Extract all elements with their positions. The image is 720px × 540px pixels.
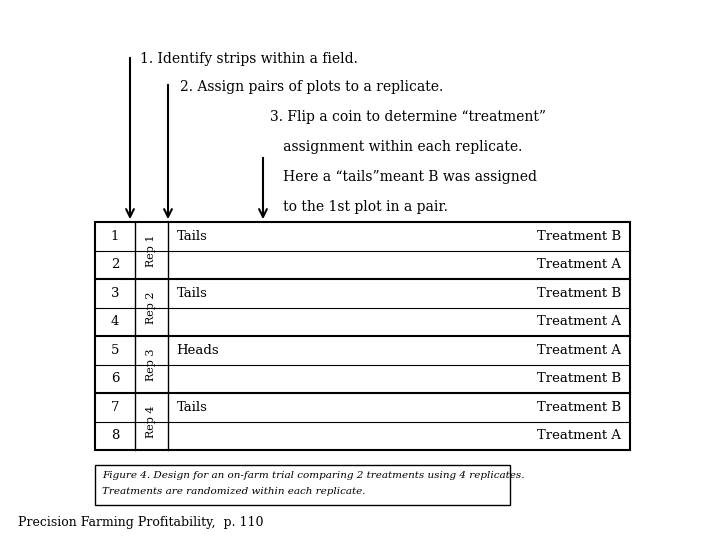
Text: Tails: Tails <box>176 287 207 300</box>
Text: Figure 4. Design for an on-farm trial comparing 2 treatments using 4 replicates.: Figure 4. Design for an on-farm trial co… <box>102 471 525 480</box>
Text: Rep 2: Rep 2 <box>146 291 156 324</box>
Text: 6: 6 <box>111 372 120 385</box>
Text: 4: 4 <box>111 315 120 328</box>
Text: Treatment B: Treatment B <box>537 287 621 300</box>
Text: Treatment A: Treatment A <box>537 429 621 442</box>
Text: Tails: Tails <box>176 401 207 414</box>
Text: Rep 3: Rep 3 <box>146 348 156 381</box>
Text: to the 1st plot in a pair.: to the 1st plot in a pair. <box>270 200 448 214</box>
Text: 1. Identify strips within a field.: 1. Identify strips within a field. <box>140 52 358 66</box>
Text: Tails: Tails <box>176 230 207 243</box>
Text: 3: 3 <box>111 287 120 300</box>
Text: Treatment B: Treatment B <box>537 230 621 243</box>
Text: Treatment A: Treatment A <box>537 258 621 271</box>
Text: Treatment B: Treatment B <box>537 401 621 414</box>
Text: Rep 4: Rep 4 <box>146 405 156 438</box>
Text: Treatment A: Treatment A <box>537 344 621 357</box>
Text: 5: 5 <box>111 344 120 357</box>
Text: 1: 1 <box>111 230 120 243</box>
Text: assignment within each replicate.: assignment within each replicate. <box>270 140 523 154</box>
Text: 7: 7 <box>111 401 120 414</box>
Text: Here a “tails”meant B was assigned: Here a “tails”meant B was assigned <box>270 170 537 184</box>
Text: Treatments are randomized within each replicate.: Treatments are randomized within each re… <box>102 487 366 496</box>
Text: Treatment B: Treatment B <box>537 372 621 385</box>
Text: Rep 1: Rep 1 <box>146 234 156 267</box>
Text: Precision Farming Profitability,  p. 110: Precision Farming Profitability, p. 110 <box>18 516 264 529</box>
Text: 3. Flip a coin to determine “treatment”: 3. Flip a coin to determine “treatment” <box>270 110 546 124</box>
Text: Treatment A: Treatment A <box>537 315 621 328</box>
Text: Heads: Heads <box>176 344 220 357</box>
Text: 2. Assign pairs of plots to a replicate.: 2. Assign pairs of plots to a replicate. <box>180 80 444 94</box>
Text: 2: 2 <box>111 258 120 271</box>
Text: 8: 8 <box>111 429 120 442</box>
